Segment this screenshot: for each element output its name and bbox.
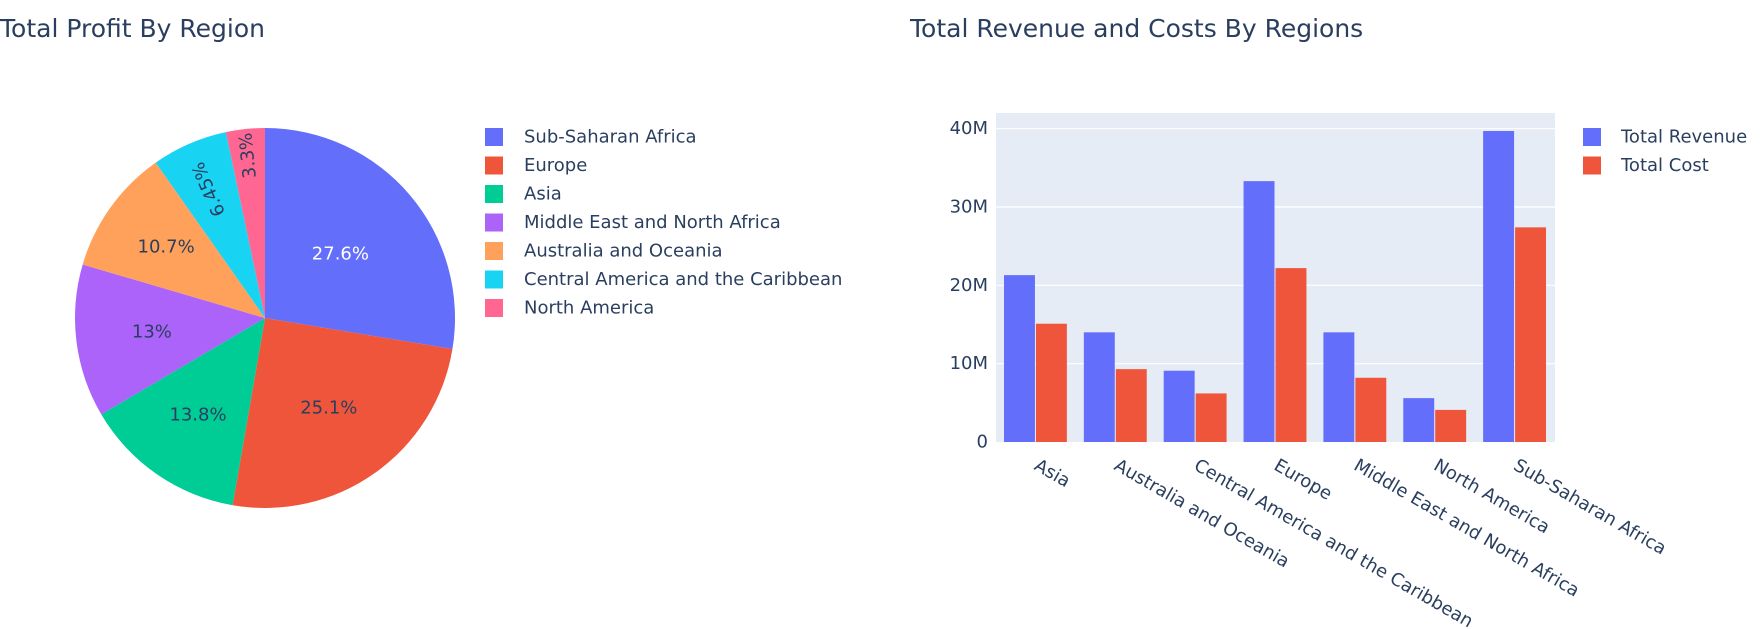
pie-legend-item-asia[interactable]: Asia: [485, 184, 562, 205]
bar-total-revenue-sub-saharan-africa[interactable]: [1483, 131, 1515, 442]
pie-legend-swatch: [485, 128, 503, 146]
pie-label-australia-and-oceania: 10.7%: [138, 237, 195, 258]
pie-legend-label: Central America and the Caribbean: [524, 269, 842, 290]
pie-legend-swatch: [485, 156, 503, 175]
bar-total-revenue-australia-and-oceania[interactable]: [1083, 332, 1115, 442]
bar-legend-label: Total Revenue: [1620, 127, 1747, 148]
bar-chart-title: Total Revenue and Costs By Regions: [910, 14, 1364, 43]
bar-total-revenue-middle-east-and-north-africa[interactable]: [1323, 332, 1355, 442]
pie-legend-label: Middle East and North Africa: [524, 212, 781, 233]
pie-legend-item-australia-and-oceania[interactable]: Australia and Oceania: [485, 241, 723, 262]
bar-total-cost-asia[interactable]: [1035, 323, 1067, 442]
pie-label-asia: 13.8%: [169, 404, 226, 425]
bar-xtick-label-asia: Asia: [1031, 455, 1074, 492]
pie-slice-europe[interactable]: [232, 318, 453, 509]
pie-chart: 27.6%25.1%13.8%13%10.7%6.45%3.3%: [75, 128, 455, 509]
pie-legend-swatch: [485, 213, 503, 232]
pie-legend-item-europe[interactable]: Europe: [485, 155, 587, 176]
bar-legend-swatch: [1583, 156, 1601, 175]
pie-slice-australia-and-oceania[interactable]: [82, 162, 266, 318]
pie-slice-sub-saharan-africa[interactable]: [265, 128, 455, 350]
bar-total-cost-europe[interactable]: [1275, 268, 1307, 442]
bar-total-cost-middle-east-and-north-africa[interactable]: [1355, 377, 1387, 442]
pie-legend-label: Sub-Saharan Africa: [524, 127, 697, 148]
pie-legend-label: Australia and Oceania: [524, 241, 723, 262]
bar-total-revenue-north-america[interactable]: [1403, 398, 1435, 442]
pie-label-north-america: 3.3%: [235, 132, 261, 180]
bar-total-revenue-europe[interactable]: [1243, 181, 1275, 442]
bar-xtick-label-europe: Europe: [1270, 455, 1335, 505]
bar-ytick-label: 30M: [950, 197, 988, 218]
bar-total-cost-sub-saharan-africa[interactable]: [1515, 227, 1547, 442]
pie-legend-swatch: [485, 185, 503, 203]
pie-legend-label: Asia: [524, 184, 562, 205]
pie-legend-swatch: [485, 270, 503, 289]
pie-legend-swatch: [485, 242, 503, 260]
bar-legend-label: Total Cost: [1620, 155, 1709, 176]
pie-slice-north-america[interactable]: [225, 128, 265, 318]
pie-legend: Sub-Saharan Africa Europe Asia Middle East …: [485, 127, 842, 319]
pie-label-middle-east-and-north-africa: 13%: [132, 322, 172, 343]
pie-slice-middle-east-and-north-africa[interactable]: [75, 264, 265, 415]
pie-chart-title: Total Profit By Region: [0, 14, 265, 43]
pie-label-europe: 25.1%: [300, 397, 357, 418]
bar-total-cost-central-america-and-the-caribbean[interactable]: [1195, 393, 1227, 442]
pie-label-sub-saharan-africa: 27.6%: [312, 244, 369, 265]
bar-legend: Total Revenue Total Cost: [1583, 127, 1747, 176]
bar-ytick-label: 40M: [950, 118, 988, 139]
pie-legend-swatch: [485, 299, 503, 317]
bar-total-revenue-central-america-and-the-caribbean[interactable]: [1163, 370, 1195, 442]
bar-legend-item-total-cost[interactable]: Total Cost: [1583, 155, 1709, 176]
bar-ytick-label: 10M: [950, 353, 988, 374]
pie-legend-item-middle-east-and-north-africa[interactable]: Middle East and North Africa: [485, 212, 781, 233]
bar-total-cost-australia-and-oceania[interactable]: [1115, 369, 1147, 442]
pie-legend-item-central-america-and-the-caribbean[interactable]: Central America and the Caribbean: [485, 269, 842, 290]
bar-total-cost-north-america[interactable]: [1435, 409, 1467, 442]
bar-ytick-label: 0: [977, 432, 988, 453]
bar-legend-item-total-revenue[interactable]: Total Revenue: [1583, 127, 1747, 148]
pie-slice-asia[interactable]: [101, 318, 265, 506]
pie-slice-central-america-and-the-caribbean[interactable]: [155, 132, 265, 318]
bar-total-revenue-asia[interactable]: [1003, 275, 1035, 442]
pie-legend-label: North America: [524, 298, 654, 319]
pie-legend-item-sub-saharan-africa[interactable]: Sub-Saharan Africa: [485, 127, 697, 148]
pie-legend-label: Europe: [524, 155, 587, 176]
bar-xtick-label-sub-saharan-africa: Sub-Saharan Africa: [1510, 455, 1670, 559]
bar-ytick-label: 20M: [950, 275, 988, 296]
bar-legend-swatch: [1583, 128, 1601, 146]
pie-legend-item-north-america[interactable]: North America: [485, 298, 654, 319]
